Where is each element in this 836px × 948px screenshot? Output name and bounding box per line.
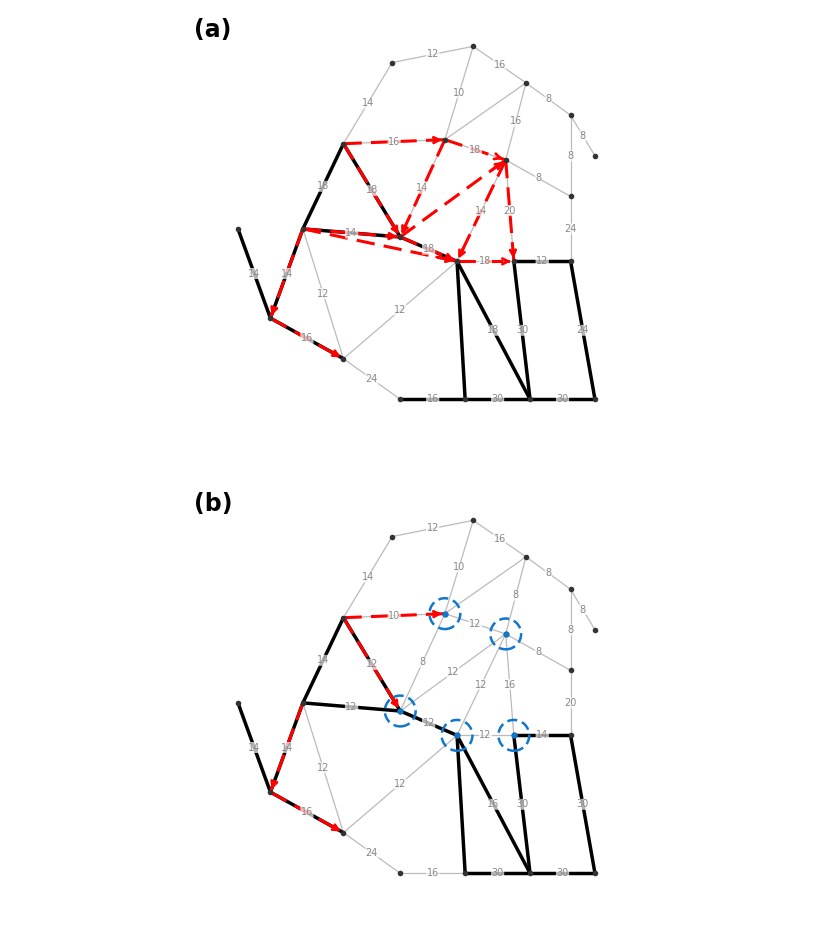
Text: 30: 30 bbox=[515, 325, 528, 336]
Text: 14: 14 bbox=[345, 228, 357, 238]
Text: 10: 10 bbox=[452, 88, 465, 98]
Text: 12: 12 bbox=[317, 289, 329, 299]
Text: 12: 12 bbox=[365, 660, 378, 669]
Text: 12: 12 bbox=[475, 680, 487, 689]
Text: 16: 16 bbox=[487, 799, 499, 810]
Text: 12: 12 bbox=[426, 49, 438, 60]
Text: 12: 12 bbox=[426, 523, 438, 534]
Text: 14: 14 bbox=[247, 742, 260, 753]
Text: 16: 16 bbox=[426, 868, 438, 878]
Text: 30: 30 bbox=[515, 799, 528, 810]
Text: 14: 14 bbox=[317, 655, 329, 665]
Text: 24: 24 bbox=[365, 848, 378, 858]
Text: 14: 14 bbox=[280, 268, 293, 279]
Text: 30: 30 bbox=[491, 394, 503, 404]
Text: 18: 18 bbox=[365, 186, 378, 195]
Text: 12: 12 bbox=[479, 730, 491, 740]
Text: 12: 12 bbox=[535, 256, 548, 266]
Text: 18: 18 bbox=[479, 256, 491, 266]
Text: 16: 16 bbox=[509, 117, 522, 126]
Text: 18: 18 bbox=[422, 245, 434, 254]
Text: 14: 14 bbox=[361, 573, 374, 582]
Text: 12: 12 bbox=[317, 763, 329, 773]
Text: 8: 8 bbox=[579, 605, 585, 614]
Text: 24: 24 bbox=[365, 374, 378, 384]
Text: 10: 10 bbox=[452, 562, 465, 572]
Text: 8: 8 bbox=[419, 657, 426, 667]
Text: 8: 8 bbox=[544, 94, 551, 104]
Text: 12: 12 bbox=[468, 619, 481, 629]
Text: 14: 14 bbox=[280, 742, 293, 753]
Text: 10: 10 bbox=[388, 611, 400, 621]
Text: 12: 12 bbox=[394, 779, 406, 789]
Text: (a): (a) bbox=[194, 18, 231, 43]
Text: 18: 18 bbox=[487, 325, 499, 336]
Text: 20: 20 bbox=[563, 698, 576, 708]
Text: 30: 30 bbox=[556, 868, 568, 878]
Text: 12: 12 bbox=[422, 719, 435, 728]
Text: 16: 16 bbox=[388, 137, 400, 147]
Text: 16: 16 bbox=[503, 680, 515, 689]
Text: 8: 8 bbox=[567, 625, 573, 635]
Text: 16: 16 bbox=[300, 808, 313, 817]
Text: 14: 14 bbox=[361, 99, 374, 108]
Text: 16: 16 bbox=[426, 394, 438, 404]
Text: 8: 8 bbox=[567, 151, 573, 161]
Text: 14: 14 bbox=[475, 206, 487, 215]
Text: 16: 16 bbox=[300, 334, 313, 343]
Text: 12: 12 bbox=[345, 702, 357, 712]
Text: 30: 30 bbox=[491, 868, 503, 878]
Text: 14: 14 bbox=[536, 730, 548, 740]
Text: 12: 12 bbox=[446, 667, 459, 678]
Text: 20: 20 bbox=[503, 206, 515, 215]
Text: 8: 8 bbox=[579, 131, 585, 140]
Text: 8: 8 bbox=[544, 568, 551, 578]
Text: 30: 30 bbox=[556, 394, 568, 404]
Text: 14: 14 bbox=[416, 183, 428, 193]
Text: 12: 12 bbox=[394, 305, 406, 315]
Text: 16: 16 bbox=[493, 534, 505, 543]
Text: 30: 30 bbox=[576, 799, 589, 810]
Text: 18: 18 bbox=[469, 145, 481, 155]
Text: 8: 8 bbox=[512, 591, 518, 600]
Text: 24: 24 bbox=[576, 325, 589, 336]
Text: 8: 8 bbox=[534, 173, 541, 183]
Text: 18: 18 bbox=[317, 181, 329, 191]
Text: 16: 16 bbox=[493, 60, 505, 69]
Text: 14: 14 bbox=[247, 268, 260, 279]
Text: (b): (b) bbox=[194, 492, 232, 517]
Text: 8: 8 bbox=[534, 647, 541, 657]
Text: 24: 24 bbox=[563, 224, 576, 234]
